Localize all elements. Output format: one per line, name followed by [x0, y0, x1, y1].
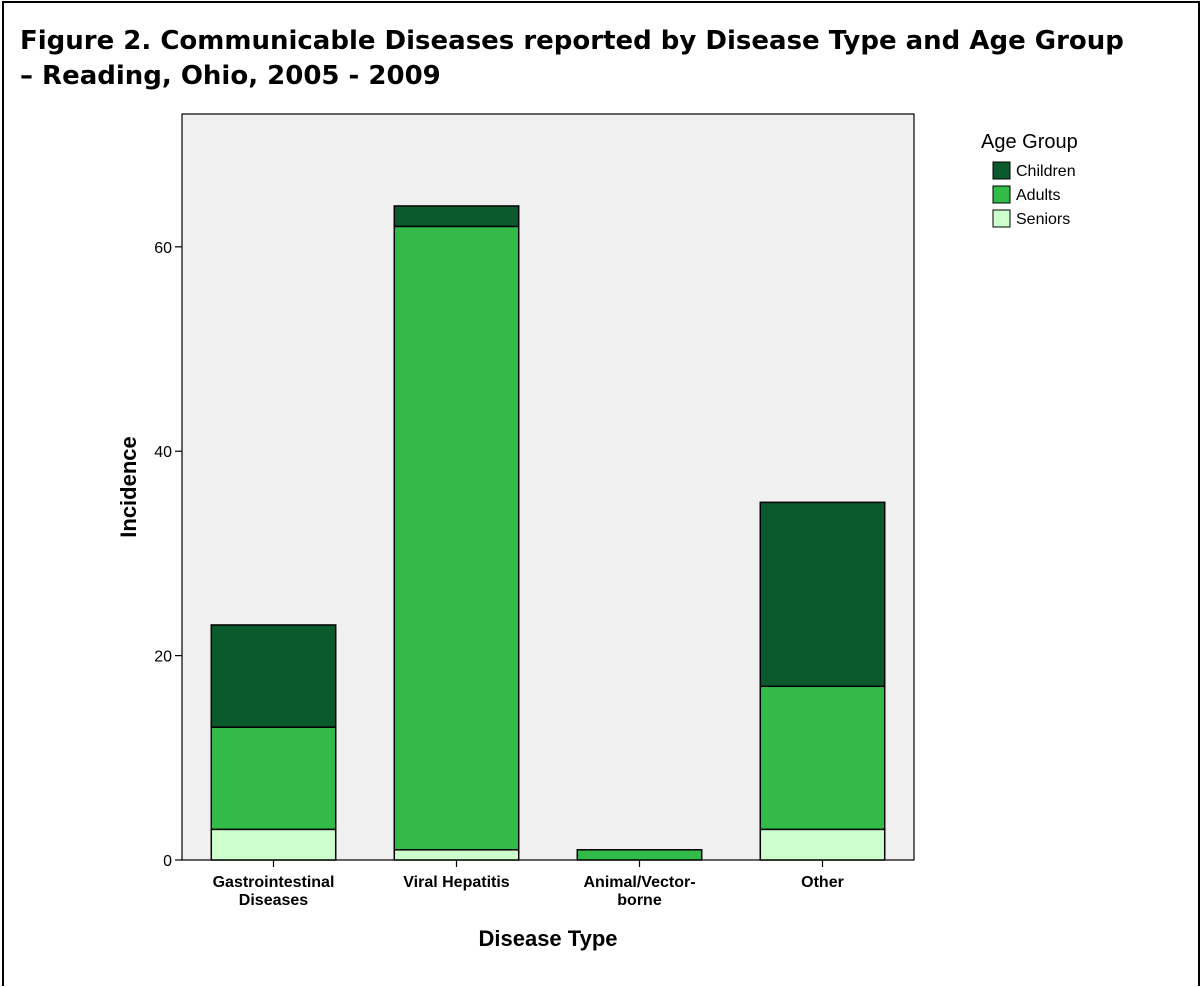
legend-label-adults: Adults: [1016, 187, 1060, 204]
x-category-label: Gastrointestinal: [213, 874, 335, 891]
y-tick-label: 40: [154, 444, 172, 461]
y-tick-label: 0: [163, 853, 172, 870]
figure-title-line2: – Reading, Ohio, 2005 - 2009: [20, 61, 441, 91]
x-axis-title: Disease Type: [478, 926, 617, 951]
x-category-label: Other: [801, 874, 844, 891]
bar-adults: [393, 225, 520, 851]
bar-adults: [759, 685, 886, 831]
bar-seniors: [759, 828, 886, 861]
y-tick-label: 20: [154, 649, 172, 666]
legend-swatch-children: [992, 161, 1011, 180]
legend-label-children: Children: [1016, 163, 1076, 180]
y-tick-label: 60: [154, 240, 172, 257]
bar-adults: [576, 849, 703, 861]
x-category-label: borne: [617, 892, 662, 909]
y-axis-title: Incidence: [116, 436, 141, 537]
legend-label-seniors: Seniors: [1016, 211, 1070, 228]
figure-title-line1: Figure 2. Communicable Diseases reported…: [20, 26, 1124, 56]
bar-seniors: [393, 849, 520, 861]
bar-children: [759, 501, 886, 688]
x-category-label: Animal/Vector-: [583, 874, 695, 891]
bar-children: [393, 205, 520, 228]
bar-seniors: [210, 828, 337, 861]
legend-title: Age Group: [981, 131, 1078, 153]
bar-children: [210, 624, 337, 728]
x-category-label: Viral Hepatitis: [403, 874, 510, 891]
bar-adults: [210, 726, 337, 831]
figure-title: Figure 2. Communicable Diseases reported…: [20, 24, 1180, 94]
x-category-label: Diseases: [239, 892, 308, 909]
legend-swatch-seniors: [992, 209, 1011, 228]
legend-swatch-adults: [992, 185, 1011, 204]
